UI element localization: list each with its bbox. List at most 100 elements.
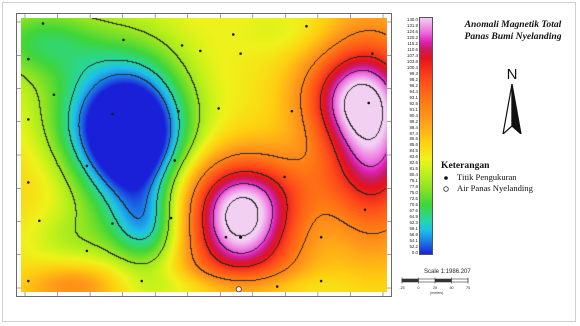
filled-dot-icon — [444, 176, 448, 180]
colorbar-tick-label: 103.8 — [407, 58, 418, 64]
measurement-point — [52, 93, 56, 97]
colorbar-tick-label: 100.4 — [407, 64, 418, 70]
colorbar-tick-label: 96.2 — [409, 82, 418, 88]
measurement-point — [319, 235, 323, 239]
colorbar-tick-label: 62.3 — [409, 220, 418, 226]
colorbar-tick-label: 0.0 — [411, 250, 418, 255]
map-overlay — [17, 14, 391, 296]
legend-item-hot-spring: Air Panas Nyelanding — [443, 183, 579, 194]
colorbar-tick-label: 77.8 — [409, 184, 418, 190]
legend: Keterangan Titik Pengukuran Air Panas Ny… — [441, 160, 579, 194]
anomaly-contour-raster — [21, 18, 387, 292]
measurement-point — [319, 279, 323, 283]
colorbar-tick-label: 85.6 — [409, 142, 418, 148]
hot-spring-marker — [235, 286, 242, 293]
map-title: Anomali Magnetik Total Panas Bumi Nyelan… — [450, 19, 576, 43]
measurement-point — [122, 38, 125, 42]
north-arrow: N — [497, 67, 527, 137]
colorbar-tick-label: 110.6 — [407, 46, 418, 52]
measurement-point — [41, 22, 45, 25]
scale-tick-label: -25 — [399, 286, 405, 290]
measurement-point — [239, 52, 242, 55]
colorbar-tick-label: 92.5 — [409, 100, 418, 106]
colorbar-tick-label: 89.2 — [409, 118, 418, 124]
measurement-point — [199, 49, 202, 53]
colorbar-tick-label: 86.5 — [409, 136, 418, 142]
measurement-point — [169, 216, 173, 220]
measurement-point — [367, 101, 371, 105]
measurement-point — [27, 57, 30, 61]
colorbar-tick-label: 93.1 — [409, 94, 418, 100]
measurement-point — [27, 181, 30, 184]
magnetic-anomaly-map[interactable] — [16, 13, 392, 297]
legend-label-hot-spring: Air Panas Nyelanding — [457, 183, 533, 193]
colorbar-tick-label: 140.0 — [407, 17, 418, 22]
north-arrow-icon — [502, 84, 522, 134]
measurement-point — [275, 285, 279, 288]
measurement-point — [224, 235, 228, 239]
colorbar-tick-label: 83.6 — [409, 154, 418, 160]
measurement-point — [140, 279, 144, 283]
colorbar-tick-label: 75.0 — [409, 190, 418, 196]
colorbar — [419, 17, 433, 255]
measurement-point — [173, 159, 177, 162]
colorbar-tick-label: 79.1 — [409, 178, 418, 184]
measurement-point — [27, 118, 30, 121]
scale-tick-label: 25 — [433, 286, 437, 290]
colorbar-tick-label: 72.5 — [409, 196, 418, 202]
colorbar-tick-label: 56.9 — [409, 232, 418, 238]
scale-ratio: Scale 1:1986.207 — [424, 269, 471, 275]
colorbar-tick-label: 120.2 — [407, 34, 418, 40]
measurement-point — [363, 208, 367, 212]
colorbar-tick-label: 87.4 — [409, 130, 418, 136]
measurement-point — [38, 219, 41, 223]
map-title-line-2: Panas Bumi Nyelanding — [464, 31, 562, 42]
north-label: N — [506, 66, 518, 83]
colorbar-tick-label: 80.4 — [409, 172, 418, 178]
scale-tick-label: 50 — [449, 286, 454, 290]
colorbar-tick-label: 59.1 — [409, 226, 418, 232]
colorbar-tick-label: 107.4 — [407, 52, 418, 58]
hollow-circle-icon — [443, 186, 449, 192]
colorbar-tick-label: 131.9 — [407, 22, 418, 28]
colorbar-tick-label: 54.1 — [409, 238, 418, 244]
colorbar-tick-label: 115.2 — [407, 40, 418, 46]
colorbar-tick-label: 81.5 — [409, 166, 418, 172]
colorbar-tick-label: 64.9 — [409, 214, 418, 220]
colorbar-labels: 140.0 131.9 124.6 120.2 115.2 110.6 107.4 103.8… — [401, 17, 419, 255]
measurement-point — [85, 164, 89, 168]
legend-title: Keterangan — [441, 160, 490, 171]
colorbar-tick-label: 124.6 — [407, 28, 418, 34]
scale-tick-label: 0 — [417, 286, 420, 290]
measurement-point — [217, 107, 220, 110]
measurement-point — [305, 24, 308, 28]
scale-bar-graphic — [401, 277, 469, 284]
colorbar-tick-label: 67.6 — [409, 208, 418, 214]
colorbar-tick-label: 90.4 — [409, 112, 418, 118]
colorbar-tick-label: 84.5 — [409, 148, 418, 154]
colorbar-tick-label: 88.4 — [409, 124, 418, 130]
colorbar-tick-label: 94.4 — [409, 88, 418, 94]
legend-label-measurement-point: Titik Pengukuran — [457, 172, 517, 182]
colorbar-tick-label: 82.6 — [409, 160, 418, 166]
scale-bar: Scale 1:1986.207 -25 0 25 50 75 (meters) — [396, 269, 476, 305]
measurement-point — [111, 112, 114, 116]
measurement-point — [283, 175, 286, 179]
measurement-point — [371, 52, 374, 55]
colorbar-tick-label: 91.1 — [409, 106, 418, 112]
measurement-point — [85, 249, 89, 253]
measurement-point — [290, 109, 294, 113]
measurement-point — [177, 109, 180, 113]
measurement-point — [27, 279, 30, 283]
measurement-point — [180, 44, 184, 47]
colorbar-tick-label: 98.2 — [409, 76, 418, 82]
colorbar-tick-label: 99.3 — [409, 70, 418, 76]
measurement-point — [239, 235, 243, 239]
colorbar-tick-label: 70.5 — [409, 202, 418, 208]
map-sheet: 140.0 131.9 124.6 120.2 115.2 110.6 107.4 103.8… — [2, 2, 576, 322]
scale-unit: (meters) — [430, 291, 444, 295]
scale-tick-label: 75 — [466, 286, 470, 290]
legend-item-measurement-point: Titik Pengukuran — [443, 172, 579, 183]
map-title-line-1: Anomali Magnetik Total — [464, 19, 562, 30]
measurement-point — [111, 222, 114, 225]
